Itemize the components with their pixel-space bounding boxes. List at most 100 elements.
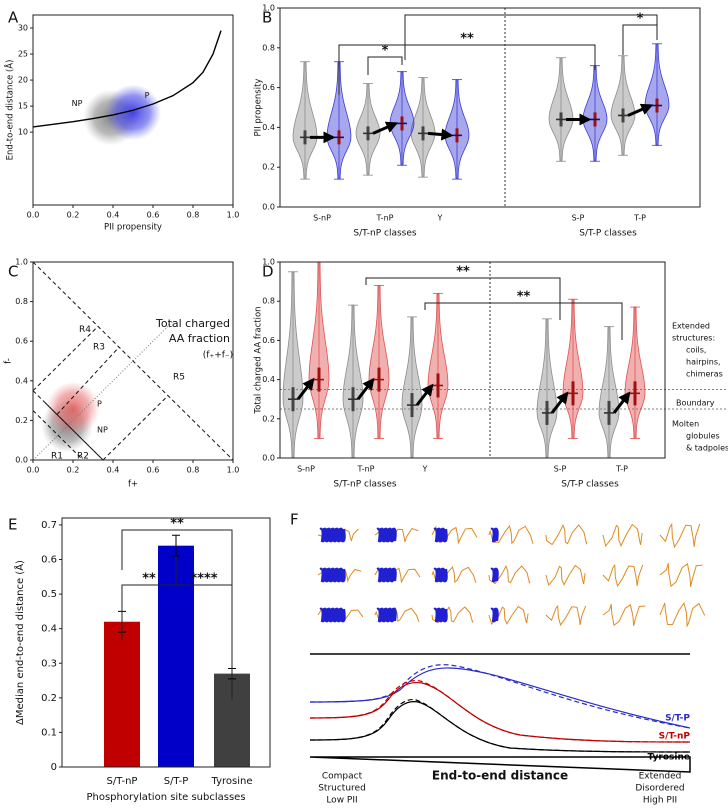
end-label: Extended (639, 772, 682, 782)
arrow (372, 121, 399, 135)
f-schematic (309, 653, 691, 773)
significance-bracket (404, 14, 658, 60)
x-axis-label: End-to-end distance (432, 769, 568, 783)
structure-helix (490, 607, 499, 623)
group-label: S/T-nP classes (353, 229, 417, 239)
side-label: globules (686, 432, 720, 441)
y-tick-label: 15 (18, 102, 28, 111)
significance-bracket (367, 56, 403, 75)
curve (309, 667, 691, 729)
y-tick-label: 0.1 (41, 727, 57, 738)
plot-frame (279, 261, 666, 459)
annotation: Total charged (155, 317, 230, 330)
y-tick-label: 30 (18, 24, 28, 33)
y-tick-label: 10 (18, 128, 28, 137)
y-tick-label: 0.2 (262, 414, 275, 423)
structure-helix (376, 607, 397, 623)
significance-label: * (637, 12, 644, 27)
annotation: AA fraction (169, 332, 230, 345)
bar (104, 621, 140, 767)
y-tick-label: 1.0 (15, 258, 28, 267)
x-tick-label: S/T-P (164, 776, 189, 787)
y-tick-label: 0.4 (262, 375, 275, 384)
annotation: NP (72, 99, 83, 108)
end-label: Compact (322, 772, 363, 782)
x-tick-label: T-P (615, 465, 628, 474)
y-tick-label: 0.6 (262, 83, 275, 92)
y-tick-label: 0.0 (262, 454, 275, 463)
significance-label: ** (170, 517, 184, 532)
structure-trace (545, 523, 588, 546)
y-tick-label: 0.0 (262, 203, 275, 212)
structure-trace (602, 604, 646, 627)
structure-helix (319, 607, 346, 623)
structure-trace (602, 523, 643, 548)
side-label: Boundary (676, 399, 715, 408)
curve (309, 664, 691, 729)
x-tick-label: T-nP (376, 214, 394, 223)
arrow (296, 377, 315, 401)
structure-trace (659, 522, 701, 549)
x-tick-label: S-nP (297, 465, 315, 474)
region-boundary (32, 325, 99, 392)
significance-bracket (622, 24, 658, 55)
structure-trace (488, 565, 531, 585)
y-tick-label: 0.8 (15, 297, 28, 306)
panel-letter: E (8, 516, 17, 534)
x-tick-label: S/T-nP (107, 776, 138, 787)
y-tick-label: 25 (18, 50, 28, 59)
x-tick-label: 0.6 (147, 466, 160, 475)
p-cloud (46, 381, 100, 436)
annotation: NP (97, 426, 108, 435)
side-label: hairpins, (686, 358, 721, 367)
region-label: R2 (77, 452, 89, 462)
side-label: Molten (672, 420, 699, 429)
structure-helix (376, 567, 397, 583)
annotation: (f₊+f₋) (203, 351, 233, 361)
y-tick-label: 0.8 (262, 43, 275, 52)
arrow (415, 383, 434, 406)
region-boundary (42, 400, 104, 461)
arrow (627, 103, 654, 117)
x-tick-label: 0.2 (67, 211, 80, 220)
end-label: Low PII (326, 796, 357, 806)
group-label: S/T-P classes (561, 480, 619, 490)
curve (309, 700, 691, 753)
significance-bracket (424, 302, 623, 340)
x-tick-label: 1.0 (227, 211, 240, 220)
significance-bracket (175, 555, 233, 700)
curve (309, 698, 691, 753)
significance-label: ** (142, 572, 156, 587)
panel-letter: F (290, 511, 299, 529)
curve (32, 30, 222, 128)
x-tick-label: 0.2 (67, 466, 80, 475)
y-axis-label: End-to-end distance (Å) (4, 60, 16, 161)
structure-helix (319, 527, 346, 543)
structure-trace (659, 563, 703, 588)
x-tick-label: S-P (554, 465, 567, 474)
y-tick-label: 0.4 (41, 624, 57, 635)
plot-frame (32, 14, 234, 206)
significance-label: * (382, 44, 389, 59)
x-axis-label: Phosphorylation site subclasses (86, 792, 245, 803)
y-tick-label: 0.2 (15, 416, 28, 425)
side-label: coils, (686, 346, 706, 355)
x-axis-label: PII propensity (104, 223, 162, 233)
y-tick-label: 0 (51, 762, 57, 773)
plot-frame (279, 7, 701, 208)
x-tick-label: Tyrosine (211, 776, 253, 787)
series-label: Tyrosine (647, 753, 690, 763)
y-tick-label: 1.0 (262, 4, 275, 13)
y-axis-label: Total charged AA fraction (254, 306, 264, 414)
structure-helix (319, 567, 346, 583)
significance-label: ** (517, 290, 531, 305)
arrow (356, 377, 375, 401)
y-axis-label: ΔMedian end-to-end distance (Å) (13, 560, 26, 725)
structure-helix (433, 527, 448, 543)
group-label: S/T-nP classes (333, 480, 397, 490)
structure-helix (376, 527, 397, 543)
structure-helix (433, 567, 448, 583)
y-tick-label: 0.7 (41, 520, 57, 531)
x-tick-label: T-nP (357, 465, 375, 474)
y-tick-label: 0.8 (262, 297, 275, 306)
